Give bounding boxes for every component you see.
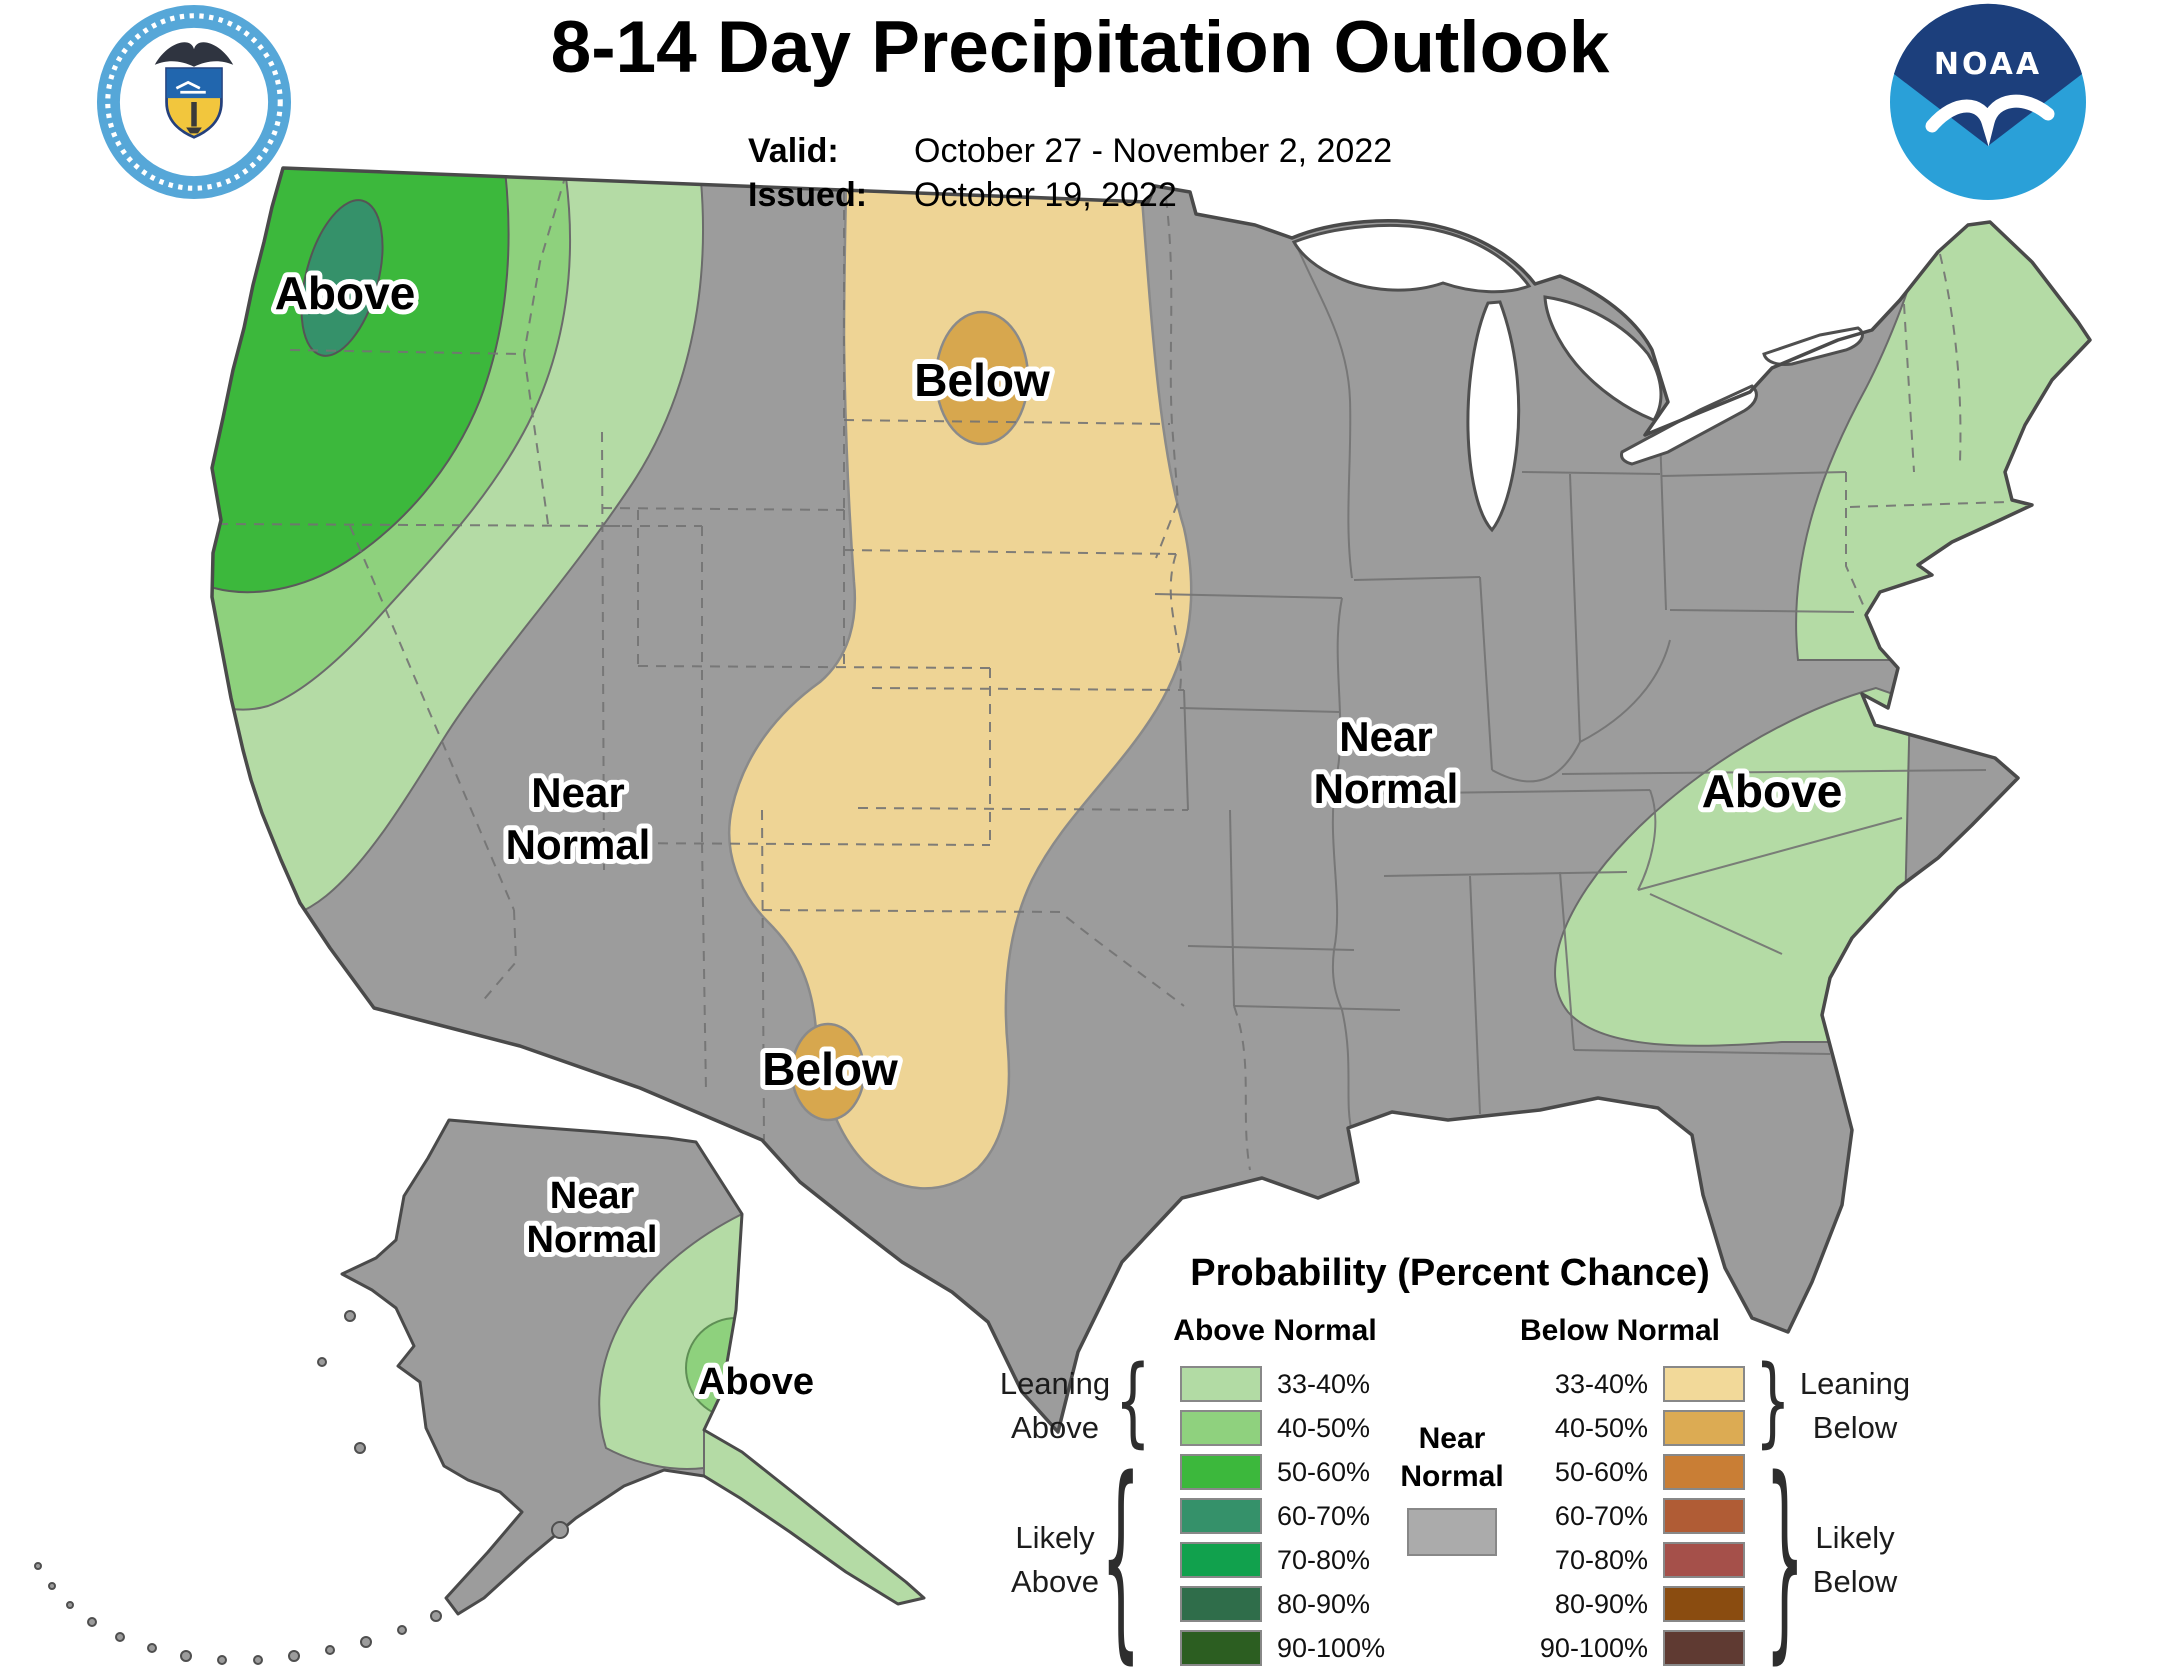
lake-ontario <box>1762 326 1864 366</box>
legend-row: 40-50% <box>1503 1410 1745 1446</box>
state-borders-dashed <box>217 173 2007 1171</box>
region-nw-above-60-70 <box>300 199 384 357</box>
below-70-80-range: 70-80% <box>1554 1544 1648 1575</box>
above-33-40-range: 33-40% <box>1277 1368 1371 1399</box>
leaning-above-brace: { <box>1114 1345 1151 1459</box>
below-50-60-range: 50-60% <box>1554 1456 1648 1487</box>
page-title: 8-14 Day Precipitation Outlook <box>550 7 1610 88</box>
label-east-above: Above <box>1702 765 1843 817</box>
below-40-50-range: 40-50% <box>1554 1412 1648 1443</box>
below-80-90-swatch <box>1663 1586 1745 1622</box>
noaa-logo-text: NOAA <box>1934 47 2042 82</box>
above-40-50-range: 40-50% <box>1277 1412 1371 1443</box>
legend-row: 33-40% <box>1503 1366 1745 1402</box>
legend-above-header: Above Normal <box>1173 1314 1377 1347</box>
legend-row: 70-80% <box>1180 1542 1385 1578</box>
above-40-50-swatch <box>1180 1410 1262 1446</box>
likely-below-brace: } <box>1764 1436 1805 1669</box>
noaa-logo-icon: NOAA <box>1890 3 2086 200</box>
legend-row: 90-100% <box>1180 1630 1385 1666</box>
label-alaska-above: Above <box>698 1361 814 1403</box>
below-90-100-range: 90-100% <box>1539 1632 1648 1663</box>
lake-michigan <box>1466 300 1521 533</box>
likely-above-brace: { <box>1100 1436 1141 1669</box>
above-70-80-range: 70-80% <box>1277 1544 1371 1575</box>
legend-above-rows: 33-40% 40-50% 50-60% 60-70% 70-80% 80-90… <box>1180 1366 1385 1666</box>
label-alaska-near-1: Near <box>550 1175 635 1217</box>
legend-row: 80-90% <box>1503 1586 1745 1622</box>
alaska-panhandle-above <box>703 1428 924 1606</box>
above-90-100-swatch <box>1180 1630 1262 1666</box>
alaska-outline <box>340 1118 926 1616</box>
commerce-seal-icon <box>96 4 292 200</box>
near-normal-label-1: Near <box>1418 1422 1486 1455</box>
state-borders-solid <box>1154 243 1987 1133</box>
legend-row: 50-60% <box>1180 1454 1385 1490</box>
legend-below-header: Below Normal <box>1519 1314 1721 1347</box>
likely-below-label: Likely Below <box>1812 1520 1898 1599</box>
label-south-below: Below <box>762 1043 898 1095</box>
valid-value: October 27 - November 2, 2022 <box>914 132 1393 170</box>
legend-row: 33-40% <box>1180 1366 1385 1402</box>
legend-below-rows: 33-40% 40-50% 50-60% 60-70% 70-80% 80-90… <box>1503 1366 1745 1666</box>
likely-above-label: Likely Above <box>1011 1520 1099 1599</box>
issued-label: Issued: <box>748 176 868 214</box>
label-sw-near-2: Normal <box>506 821 651 868</box>
validity-block: Valid: October 27 - November 2, 2022 Iss… <box>748 134 1392 222</box>
below-33-40-swatch <box>1663 1366 1745 1402</box>
issued-value: October 19, 2022 <box>914 176 1177 214</box>
region-southeast-above-33-40 <box>1554 686 1912 1047</box>
above-33-40-swatch <box>1180 1366 1262 1402</box>
label-central-near-1: Near <box>1339 713 1432 760</box>
lake-superior <box>1291 224 1532 294</box>
label-pnw-above: Above <box>275 267 416 319</box>
legend-row: 90-100% <box>1503 1630 1745 1666</box>
region-northeast-above-33-40 <box>1795 211 2090 661</box>
near-normal-label-2: Normal <box>1400 1460 1504 1493</box>
below-60-70-swatch <box>1663 1498 1745 1534</box>
above-90-100-range: 90-100% <box>1277 1632 1386 1663</box>
leaning-below-label: Leaning Below <box>1799 1366 1911 1445</box>
valid-label: Valid: <box>748 132 839 170</box>
legend-row: 70-80% <box>1503 1542 1745 1578</box>
leaning-below-brace: } <box>1754 1345 1791 1459</box>
above-60-70-range: 60-70% <box>1277 1500 1371 1531</box>
region-nm-tx-below-40-50 <box>790 1022 866 1122</box>
region-dakotas-below-40-50 <box>934 310 1030 446</box>
region-plains-below-33-40 <box>728 186 1193 1190</box>
aleutian-islands <box>34 1310 569 1665</box>
label-alaska-near-2: Normal <box>527 1219 658 1261</box>
legend-row: 60-70% <box>1180 1498 1385 1534</box>
map-region-labels: Above Below Near Normal Near Normal Abov… <box>270 262 1848 1408</box>
below-40-50-swatch <box>1663 1410 1745 1446</box>
below-60-70-range: 60-70% <box>1554 1500 1648 1531</box>
conus-outline <box>210 166 2092 1434</box>
legend-row: 60-70% <box>1503 1498 1745 1534</box>
legend-near-normal: Near Normal <box>1382 1420 1522 1563</box>
below-70-80-swatch <box>1663 1542 1745 1578</box>
legend-row: 80-90% <box>1180 1586 1385 1622</box>
leaning-above-label: Leaning Above <box>999 1366 1111 1445</box>
below-90-100-swatch <box>1663 1630 1745 1666</box>
below-50-60-swatch <box>1663 1454 1745 1490</box>
legend-row: 50-60% <box>1503 1454 1745 1490</box>
near-normal-swatch <box>1407 1508 1497 1556</box>
below-33-40-range: 33-40% <box>1554 1368 1648 1399</box>
probability-legend: Probability (Percent Chance) Above Norma… <box>1000 1248 1920 1669</box>
above-50-60-range: 50-60% <box>1277 1456 1371 1487</box>
legend-title: Probability (Percent Chance) <box>1190 1252 1710 1294</box>
label-sw-near-1: Near <box>531 769 624 816</box>
great-lakes <box>1291 224 1864 533</box>
label-central-near-2: Normal <box>1314 765 1459 812</box>
below-80-90-range: 80-90% <box>1554 1588 1648 1619</box>
above-80-90-range: 80-90% <box>1277 1588 1371 1619</box>
label-plains-below: Below <box>914 354 1050 406</box>
above-80-90-swatch <box>1180 1586 1262 1622</box>
above-70-80-swatch <box>1180 1542 1262 1578</box>
legend-row: 40-50% <box>1180 1410 1385 1446</box>
above-60-70-swatch <box>1180 1498 1262 1534</box>
above-50-60-swatch <box>1180 1454 1262 1490</box>
